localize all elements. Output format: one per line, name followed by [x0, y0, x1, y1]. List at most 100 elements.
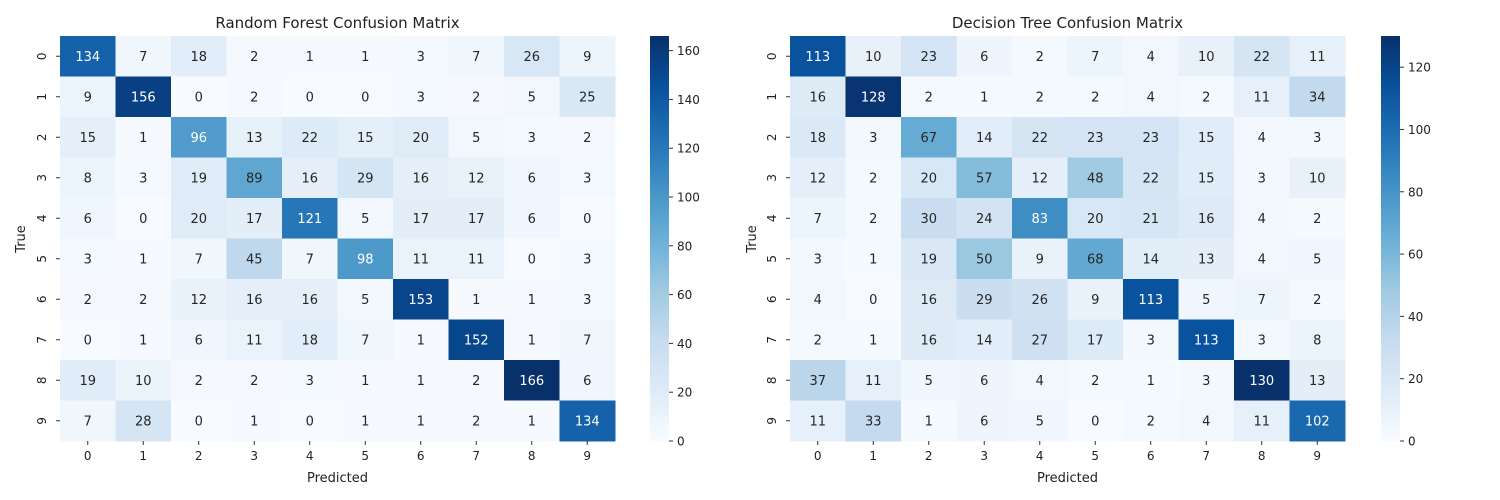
heatmap-cell: [337, 400, 394, 442]
heatmap-cell: [1289, 279, 1346, 320]
heatmap-cell: [504, 117, 560, 158]
cell-value-label: 7: [139, 50, 147, 65]
heatmap-cell: [1123, 36, 1179, 77]
y-tick-label: 8: [35, 376, 49, 384]
colorbar-tick-label: 100: [1408, 123, 1431, 137]
heatmap-cell: [1234, 279, 1290, 320]
x-tick-label: 3: [250, 449, 258, 463]
cell-value-label: 14: [976, 131, 993, 146]
cell-value-label: 1: [528, 414, 536, 429]
cell-value-label: 20: [190, 212, 207, 227]
heatmap-cell: [1289, 238, 1346, 280]
heatmap-cell: [1234, 117, 1290, 158]
cell-value-label: 0: [306, 90, 314, 105]
cell-value-label: 33: [865, 414, 882, 429]
x-tick-label: 2: [195, 449, 203, 463]
y-tick-label: 7: [35, 336, 49, 344]
cell-value-label: 2: [583, 131, 591, 146]
cell-value-label: 134: [575, 414, 600, 429]
x-tick-labels: 0 1 2 3 4 5 6 7 8 9: [84, 441, 591, 463]
heatmap-cell: [901, 76, 957, 118]
heatmap-cell: [115, 360, 172, 401]
cell-value-label: 9: [1091, 293, 1099, 308]
y-tick-label: 0: [765, 52, 779, 60]
cell-value-label: 134: [75, 50, 100, 65]
heatmap-cell: [1012, 36, 1068, 77]
cell-value-label: 2: [472, 374, 480, 389]
cell-value-label: 16: [301, 293, 318, 308]
heatmap-cell: [171, 400, 227, 442]
heatmap-cell: [956, 76, 1013, 118]
cell-value-label: 113: [805, 50, 830, 65]
cell-value-label: 6: [528, 212, 536, 227]
heatmap-cell: [956, 319, 1013, 361]
heatmap-panel-decision-tree: Decision Tree Confusion Matrix 113 10 23 6 2…: [745, 14, 1431, 486]
heatmap-cell: [845, 117, 902, 158]
cell-value-label: 15: [1198, 171, 1215, 186]
heatmap-cell: [226, 400, 283, 442]
cell-value-label: 0: [195, 90, 203, 105]
cell-value-label: 0: [306, 414, 314, 429]
heatmap-cell: [337, 279, 394, 320]
cell-value-label: 4: [1258, 252, 1266, 267]
cell-value-label: 17: [412, 212, 429, 227]
heatmap-cell: [1178, 198, 1235, 239]
cell-value-label: 19: [920, 252, 937, 267]
cell-value-label: 1: [139, 252, 147, 267]
cell-value-label: 1: [869, 252, 877, 267]
heatmap-cell: [448, 319, 505, 361]
heatmap-cell: [282, 360, 338, 401]
heatmap-cell: [1289, 400, 1346, 442]
heatmap-cell: [901, 400, 957, 442]
cell-value-label: 4: [814, 293, 822, 308]
heatmap-cell: [1012, 279, 1068, 320]
cell-value-label: 57: [976, 171, 993, 186]
cell-value-label: 9: [1036, 252, 1044, 267]
heatmap-cell: [559, 198, 616, 239]
cell-value-label: 2: [84, 293, 92, 308]
cell-value-label: 7: [814, 212, 822, 227]
colorbar-tick-label: 40: [677, 337, 692, 351]
heatmap-cell: [1234, 400, 1290, 442]
heatmap-cell: [1234, 36, 1290, 77]
cell-value-label: 1: [250, 414, 258, 429]
heatmap-cell: [337, 360, 394, 401]
heatmap-cell: [790, 400, 846, 442]
cell-value-label: 3: [139, 171, 147, 186]
heatmap-cell: [393, 238, 449, 280]
cell-value-label: 15: [79, 131, 96, 146]
heatmap-cell: [790, 360, 846, 401]
cell-value-label: 2: [1036, 50, 1044, 65]
y-tick-label: 3: [35, 174, 49, 182]
y-tick-label: 7: [765, 336, 779, 344]
heatmap-cell: [171, 117, 227, 158]
cell-value-label: 2: [139, 293, 147, 308]
heatmap-cell: [1289, 76, 1346, 118]
cell-value-label: 8: [84, 171, 92, 186]
cell-value-label: 10: [1198, 50, 1215, 65]
heatmap-cell: [1067, 157, 1124, 199]
x-tick-label: 5: [361, 449, 369, 463]
cell-value-label: 2: [195, 374, 203, 389]
y-tick-label: 5: [765, 255, 779, 263]
heatmap-cell: [1289, 157, 1346, 199]
cell-value-label: 23: [1087, 131, 1104, 146]
heatmap-cell: [504, 360, 560, 401]
heatmap-cell: [226, 238, 283, 280]
cell-value-label: 29: [976, 293, 993, 308]
cell-value-label: 1: [980, 90, 988, 105]
heatmap-cell: [337, 36, 394, 77]
heatmap-cell: [60, 279, 116, 320]
heatmap-cell: [60, 319, 116, 361]
cell-value-label: 4: [1258, 212, 1266, 227]
cell-value-label: 11: [468, 252, 485, 267]
cell-value-label: 0: [1091, 414, 1099, 429]
heatmap-cell: [115, 238, 172, 280]
cell-value-label: 0: [361, 90, 369, 105]
cell-value-label: 5: [528, 90, 536, 105]
heatmap-cell: [1178, 157, 1235, 199]
heatmap-cell: [1234, 198, 1290, 239]
cell-value-label: 7: [195, 252, 203, 267]
heatmap-cell: [559, 76, 616, 118]
cell-value-label: 22: [1253, 50, 1270, 65]
